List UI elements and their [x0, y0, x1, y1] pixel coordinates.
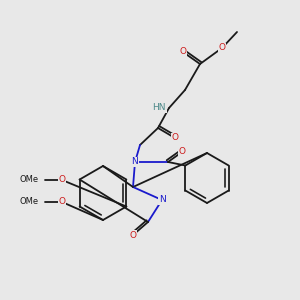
Text: N: N [132, 158, 138, 166]
Text: O: O [172, 134, 178, 142]
Text: OMe: OMe [20, 197, 39, 206]
Text: O: O [179, 47, 187, 56]
Text: OMe: OMe [20, 176, 39, 184]
Text: O: O [218, 44, 226, 52]
Text: O: O [178, 148, 185, 157]
Text: N: N [159, 196, 165, 205]
Text: O: O [58, 176, 65, 184]
Text: O: O [130, 230, 136, 239]
Text: O: O [58, 197, 65, 206]
Text: HN: HN [152, 103, 166, 112]
